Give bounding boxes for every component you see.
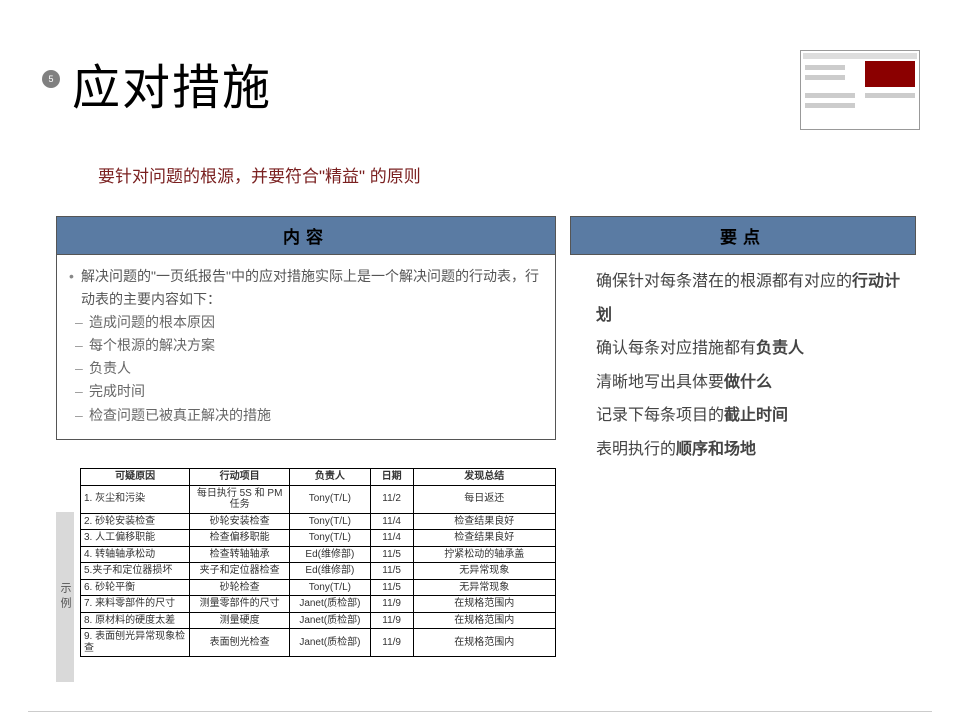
table-cell: Janet(质检部): [290, 596, 371, 613]
table-cell: 检查转轴轴承: [190, 546, 290, 563]
table-row: 1. 灰尘和污染每日执行 5S 和 PM 任务Tony(T/L)11/2每日返还: [81, 485, 556, 513]
table-cell: 检查偏移职能: [190, 530, 290, 547]
table-cell: Ed(维修部): [290, 546, 371, 563]
table-cell: 每日返还: [413, 485, 556, 513]
footer-divider: [28, 711, 932, 712]
keypoint-item: 确认每条对应措施都有负责人: [584, 332, 912, 366]
table-header: 发现总结: [413, 469, 556, 486]
table-row: 6. 砂轮平衡砂轮检查Tony(T/L)11/5无异常现象: [81, 579, 556, 596]
keypoints-panel-header: 要点: [570, 216, 916, 255]
content-item: 完成时间: [71, 380, 545, 403]
table-cell: 11/9: [370, 629, 413, 657]
table-cell: 11/2: [370, 485, 413, 513]
table-cell: Tony(T/L): [290, 530, 371, 547]
table-cell: 8. 原材料的硬度太差: [81, 612, 190, 629]
table-cell: 夹子和定位器检查: [190, 563, 290, 580]
table-cell: 检查结果良好: [413, 513, 556, 530]
content-item: 造成问题的根本原因: [71, 311, 545, 334]
thumbnail-preview: [800, 50, 920, 130]
table-cell: 6. 砂轮平衡: [81, 579, 190, 596]
table-cell: 11/4: [370, 530, 413, 547]
table-cell: 2. 砂轮安装检查: [81, 513, 190, 530]
table-cell: 在规格范围内: [413, 596, 556, 613]
table-row: 5.夹子和定位器损坏夹子和定位器检查Ed(维修部)11/5无异常现象: [81, 563, 556, 580]
table-row: 3. 人工偏移职能检查偏移职能Tony(T/L)11/4检查结果良好: [81, 530, 556, 547]
table-cell: 11/5: [370, 579, 413, 596]
table-cell: Janet(质检部): [290, 629, 371, 657]
keypoint-item: 表明执行的顺序和场地: [584, 433, 912, 467]
keypoint-item: 确保针对每条潜在的根源都有对应的行动计划: [584, 265, 912, 332]
page-title: 应对措施: [72, 48, 272, 118]
table-row: 9. 表面刨光异常现象检查表面刨光检查Janet(质检部)11/9在规格范围内: [81, 629, 556, 657]
keypoints-panel-body: 确保针对每条潜在的根源都有对应的行动计划确认每条对应措施都有负责人清晰地写出具体…: [570, 255, 916, 467]
content-intro: 解决问题的"一页纸报告"中的应对措施实际上是一个解决问题的行动表，行动表的主要内…: [71, 265, 545, 311]
table-cell: Tony(T/L): [290, 513, 371, 530]
table-cell: Tony(T/L): [290, 579, 371, 596]
table-cell: 在规格范围内: [413, 629, 556, 657]
table-cell: 检查结果良好: [413, 530, 556, 547]
table-cell: 砂轮检查: [190, 579, 290, 596]
table-header: 可疑原因: [81, 469, 190, 486]
table-cell: 11/9: [370, 612, 413, 629]
table-row: 2. 砂轮安装检查砂轮安装检查Tony(T/L)11/4检查结果良好: [81, 513, 556, 530]
table-cell: 11/5: [370, 563, 413, 580]
table-header: 行动项目: [190, 469, 290, 486]
keypoint-item: 清晰地写出具体要做什么: [584, 366, 912, 400]
subtitle: 要针对问题的根源，并要符合"精益" 的原则: [98, 162, 421, 187]
table-cell: Janet(质检部): [290, 612, 371, 629]
table-cell: 9. 表面刨光异常现象检查: [81, 629, 190, 657]
content-item: 每个根源的解决方案: [71, 334, 545, 357]
table-row: 7. 来料零部件的尺寸测量零部件的尺寸Janet(质检部)11/9在规格范围内: [81, 596, 556, 613]
keypoint-item: 记录下每条项目的截止时间: [584, 399, 912, 433]
table-cell: 5.夹子和定位器损坏: [81, 563, 190, 580]
slide-number-badge: 5: [42, 70, 60, 88]
table-cell: 每日执行 5S 和 PM 任务: [190, 485, 290, 513]
table-cell: 11/5: [370, 546, 413, 563]
table-cell: 无异常现象: [413, 579, 556, 596]
example-table: 可疑原因行动项目负责人日期发现总结 1. 灰尘和污染每日执行 5S 和 PM 任…: [80, 468, 556, 657]
table-row: 4. 转轴轴承松动检查转轴轴承Ed(维修部)11/5拧紧松动的轴承盖: [81, 546, 556, 563]
keypoints-panel: 要点 确保针对每条潜在的根源都有对应的行动计划确认每条对应措施都有负责人清晰地写…: [570, 216, 916, 467]
table-row: 8. 原材料的硬度太差测量硬度Janet(质检部)11/9在规格范围内: [81, 612, 556, 629]
table-header: 日期: [370, 469, 413, 486]
table-cell: 7. 来料零部件的尺寸: [81, 596, 190, 613]
table-cell: 3. 人工偏移职能: [81, 530, 190, 547]
content-panel: 内容 解决问题的"一页纸报告"中的应对措施实际上是一个解决问题的行动表，行动表的…: [56, 216, 556, 467]
content-panel-body: 解决问题的"一页纸报告"中的应对措施实际上是一个解决问题的行动表，行动表的主要内…: [56, 255, 556, 440]
table-cell: Tony(T/L): [290, 485, 371, 513]
example-label: 示例: [56, 512, 74, 682]
table-cell: 表面刨光检查: [190, 629, 290, 657]
table-header: 负责人: [290, 469, 371, 486]
table-cell: 拧紧松动的轴承盖: [413, 546, 556, 563]
table-cell: 11/4: [370, 513, 413, 530]
table-cell: 11/9: [370, 596, 413, 613]
content-item: 负责人: [71, 357, 545, 380]
panels-container: 内容 解决问题的"一页纸报告"中的应对措施实际上是一个解决问题的行动表，行动表的…: [56, 216, 916, 467]
table-cell: 测量硬度: [190, 612, 290, 629]
table-cell: 无异常现象: [413, 563, 556, 580]
table-cell: 测量零部件的尺寸: [190, 596, 290, 613]
table-cell: 砂轮安装检查: [190, 513, 290, 530]
table-cell: 在规格范围内: [413, 612, 556, 629]
table-cell: Ed(维修部): [290, 563, 371, 580]
table-cell: 4. 转轴轴承松动: [81, 546, 190, 563]
content-item: 检查问题已被真正解决的措施: [71, 404, 545, 427]
content-panel-header: 内容: [56, 216, 556, 255]
table-cell: 1. 灰尘和污染: [81, 485, 190, 513]
